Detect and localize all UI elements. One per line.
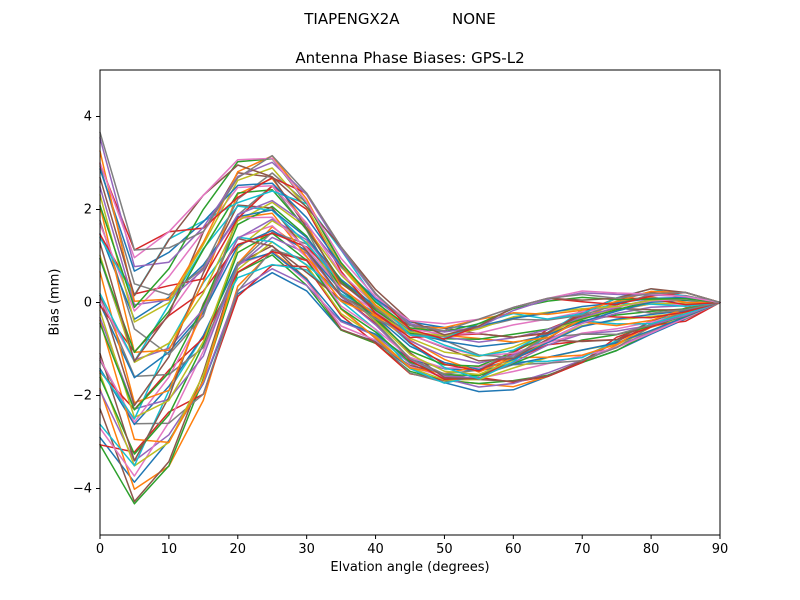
y-tick-label: −4 [72, 481, 92, 496]
series-line [99, 226, 721, 444]
x-tick-label: 70 [573, 542, 591, 557]
series-line [99, 231, 721, 378]
x-tick-label: 10 [160, 542, 178, 557]
y-tick-label: 2 [83, 202, 92, 217]
figure-suptitle: TIAPENGX2A NONE [304, 10, 496, 28]
y-axis-label: Bias (mm) [47, 268, 63, 336]
x-tick-label: 40 [367, 542, 384, 557]
x-tick-label: 20 [229, 542, 247, 557]
x-tick-label: 50 [436, 542, 453, 557]
series-line [99, 205, 721, 411]
x-axis-label: Elvation angle (degrees) [330, 560, 490, 575]
series-line [99, 232, 721, 372]
series-line [99, 137, 721, 333]
series-line [99, 248, 721, 425]
axes-frame [99, 69, 721, 536]
y-tick-label: −2 [72, 388, 92, 403]
series-line [99, 168, 721, 329]
series-line [99, 157, 721, 325]
y-tick-label: 0 [83, 295, 92, 310]
series-line [99, 209, 721, 348]
series-line [99, 254, 721, 505]
series-line [99, 218, 721, 364]
series-line [99, 165, 721, 338]
series-line [99, 167, 721, 337]
x-tick-label: 60 [505, 542, 522, 557]
series-line [99, 158, 721, 333]
chart-title: Antenna Phase Biases: GPS-L2 [295, 49, 525, 67]
series-line [99, 245, 721, 503]
x-tick-label: 80 [642, 542, 660, 557]
x-tick-label: 30 [298, 542, 315, 557]
series-line [99, 163, 721, 340]
series-line [99, 229, 721, 379]
x-tick-label: 0 [95, 542, 105, 557]
y-tick-label: 4 [83, 109, 92, 124]
series-line [99, 220, 721, 419]
series-line [99, 131, 721, 332]
series-line [99, 189, 721, 354]
x-tick-label: 90 [711, 542, 729, 557]
